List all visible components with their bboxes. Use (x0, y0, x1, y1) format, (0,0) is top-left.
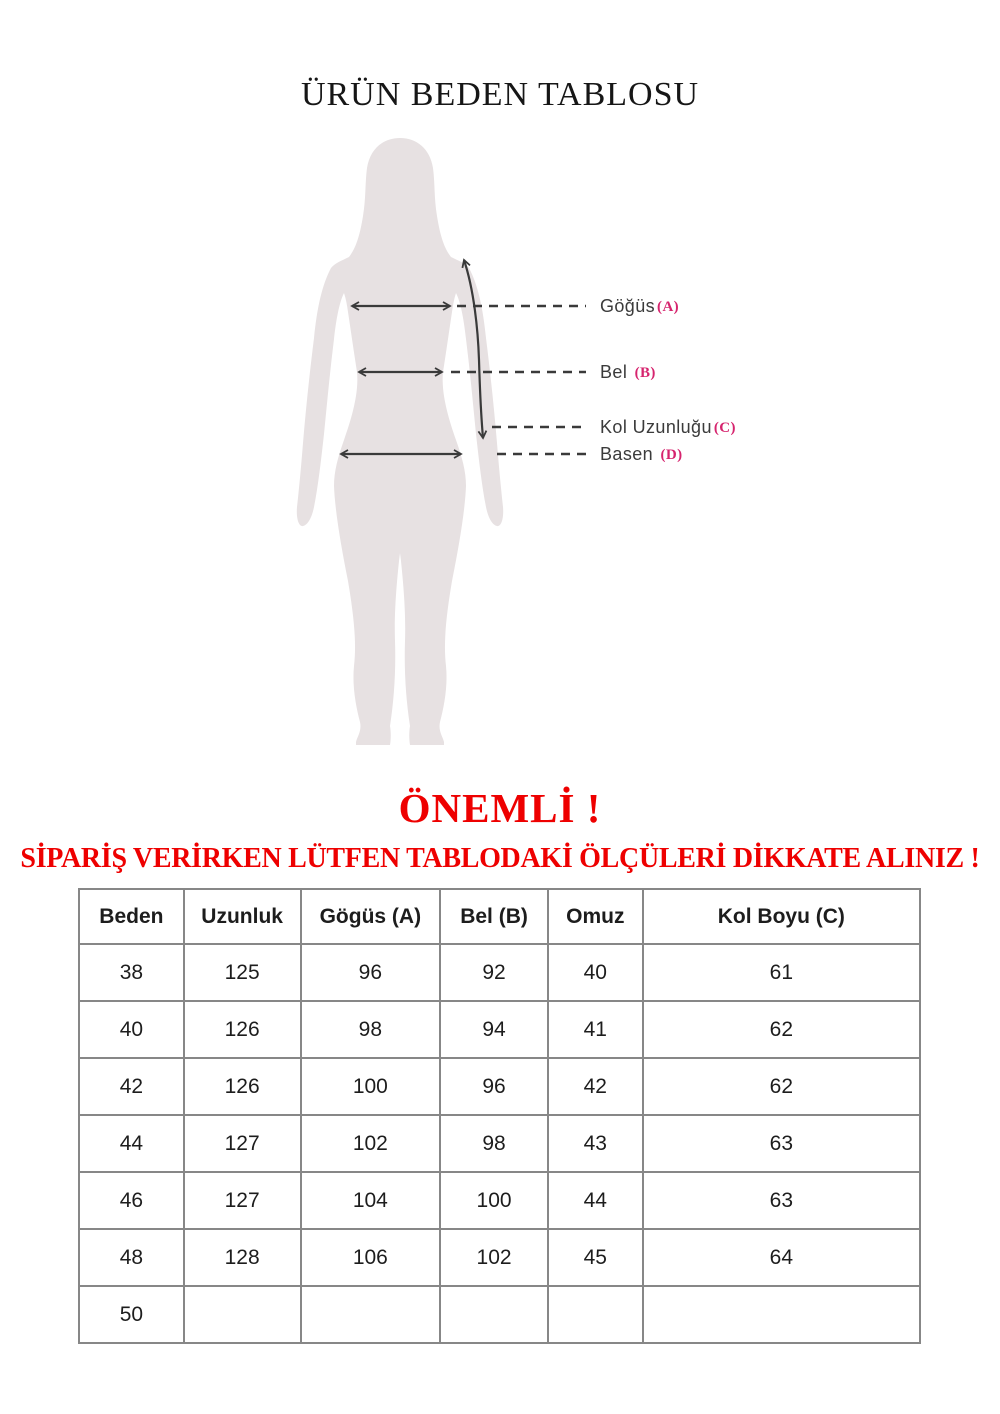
cell: 44 (546, 1171, 644, 1230)
col-header-omuz: Omuz (546, 888, 644, 945)
cell: 38 (78, 943, 185, 1002)
cell: 98 (439, 1114, 549, 1173)
col-header-bel: Bel (B) (439, 888, 549, 945)
table-row: 42 126 100 96 42 62 (78, 1057, 922, 1116)
label-sleeve-text: Kol Uzunluğu (600, 417, 712, 437)
cell: 63 (641, 1171, 922, 1230)
cell: 127 (182, 1114, 302, 1173)
female-silhouette (296, 138, 504, 745)
table-row: 44 127 102 98 43 63 (78, 1114, 922, 1173)
cell: 45 (546, 1228, 644, 1287)
label-waist-letter: (B) (634, 365, 656, 381)
col-header-kol-boyu: Kol Boyu (C) (641, 888, 922, 945)
cell: 126 (182, 1057, 302, 1116)
table-row: 50 (78, 1285, 922, 1344)
cell: 96 (439, 1057, 549, 1116)
warning-heading: ÖNEMLİ ! (398, 785, 602, 831)
cell: 102 (439, 1228, 549, 1287)
col-header-beden: Beden (78, 888, 185, 945)
cell: 128 (182, 1228, 302, 1287)
cell: 127 (182, 1171, 302, 1230)
label-waist: Bel (B) (600, 362, 656, 384)
cell: 48 (78, 1228, 185, 1287)
size-table-header-row: Beden Uzunluk Gögüs (A) Bel (B) Omuz Kol… (78, 888, 922, 945)
cell: 102 (299, 1114, 442, 1173)
label-chest-text: Göğüs (600, 296, 656, 316)
cell (299, 1285, 442, 1344)
cell: 44 (78, 1114, 185, 1173)
table-row: 48 128 106 102 45 64 (78, 1228, 922, 1287)
cell: 42 (546, 1057, 644, 1116)
cell: 62 (641, 1000, 922, 1059)
cell: 40 (78, 1000, 185, 1059)
cell: 42 (78, 1057, 185, 1116)
cell: 63 (641, 1114, 922, 1173)
cell: 125 (182, 943, 302, 1002)
cell: 41 (546, 1000, 644, 1059)
size-table: Beden Uzunluk Gögüs (A) Bel (B) Omuz Kol… (78, 888, 922, 1344)
cell: 94 (439, 1000, 549, 1059)
cell: 50 (78, 1285, 185, 1344)
cell: 62 (641, 1057, 922, 1116)
warning-subheading: SİPARİŞ VERİRKEN LÜTFEN TABLODAKİ ÖLÇÜLE… (20, 843, 980, 874)
col-header-gogus: Gögüs (A) (299, 888, 442, 945)
cell: 92 (439, 943, 549, 1002)
cell: 100 (439, 1171, 549, 1230)
table-row: 46 127 104 100 44 63 (78, 1171, 922, 1230)
cell: 40 (546, 943, 644, 1002)
cell: 106 (299, 1228, 442, 1287)
cell: 61 (641, 943, 922, 1002)
cell: 98 (299, 1000, 442, 1059)
col-header-uzunluk: Uzunluk (182, 888, 302, 945)
label-hip-letter: (D) (660, 447, 683, 463)
cell (439, 1285, 549, 1344)
cell (182, 1285, 302, 1344)
label-sleeve: Kol Uzunluğu (C) (600, 417, 736, 439)
label-waist-text: Bel (600, 362, 633, 382)
cell: 64 (641, 1228, 922, 1287)
cell: 96 (299, 943, 442, 1002)
cell: 46 (78, 1171, 185, 1230)
cell: 43 (546, 1114, 644, 1173)
table-row: 40 126 98 94 41 62 (78, 1000, 922, 1059)
cell: 126 (182, 1000, 302, 1059)
label-chest: Göğüs (A) (600, 296, 679, 318)
label-sleeve-letter: (C) (713, 420, 736, 436)
label-hip: Basen (D) (600, 444, 682, 466)
cell (641, 1285, 922, 1344)
cell (546, 1285, 644, 1344)
label-chest-letter: (A) (657, 299, 680, 315)
sleeve-measure-arrow (461, 258, 488, 440)
label-hip-text: Basen (600, 444, 659, 464)
page-title: ÜRÜN BEDEN TABLOSU (300, 76, 700, 113)
table-row: 38 125 96 92 40 61 (78, 943, 922, 1002)
cell: 104 (299, 1171, 442, 1230)
cell: 100 (299, 1057, 442, 1116)
